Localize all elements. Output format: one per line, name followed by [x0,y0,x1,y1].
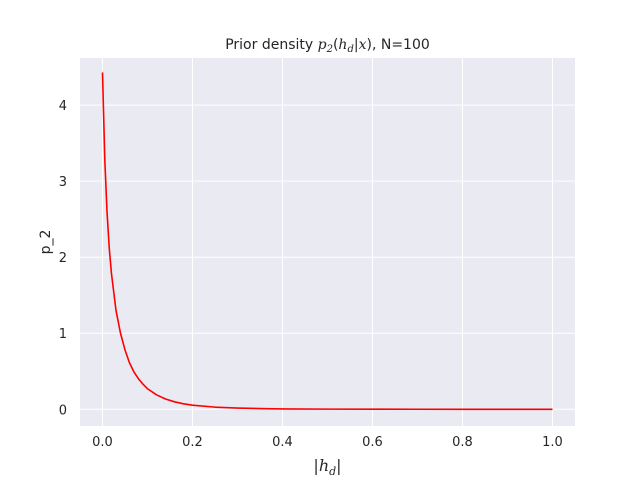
x-tick-label: 0.6 [362,435,383,450]
y-tick-label: 3 [59,175,67,190]
y-tick-labels: 0 1 2 3 4 [59,99,67,418]
y-tick-label: 2 [59,251,67,266]
y-tick-label: 1 [59,327,67,342]
plot-background [80,58,575,426]
x-tick-labels: 0.0 0.2 0.4 0.6 0.8 1.0 [92,435,563,450]
y-tick-label: 4 [59,99,67,114]
y-axis-label: p_2 [38,230,54,255]
x-axis-label: |hd| [313,456,341,478]
chart-title: Prior density p2(hd|x), N=100 [225,37,430,55]
x-tick-label: 0.4 [272,435,293,450]
x-tick-label: 0.2 [182,435,203,450]
series-line [101,72,553,411]
y-tick-label: 0 [59,403,67,418]
x-tick-label: 0.8 [452,435,473,450]
x-gridlines [102,58,553,426]
series-layer [101,72,553,411]
x-tick-label: 1.0 [542,435,563,450]
x-tick-label: 0.0 [92,435,113,450]
